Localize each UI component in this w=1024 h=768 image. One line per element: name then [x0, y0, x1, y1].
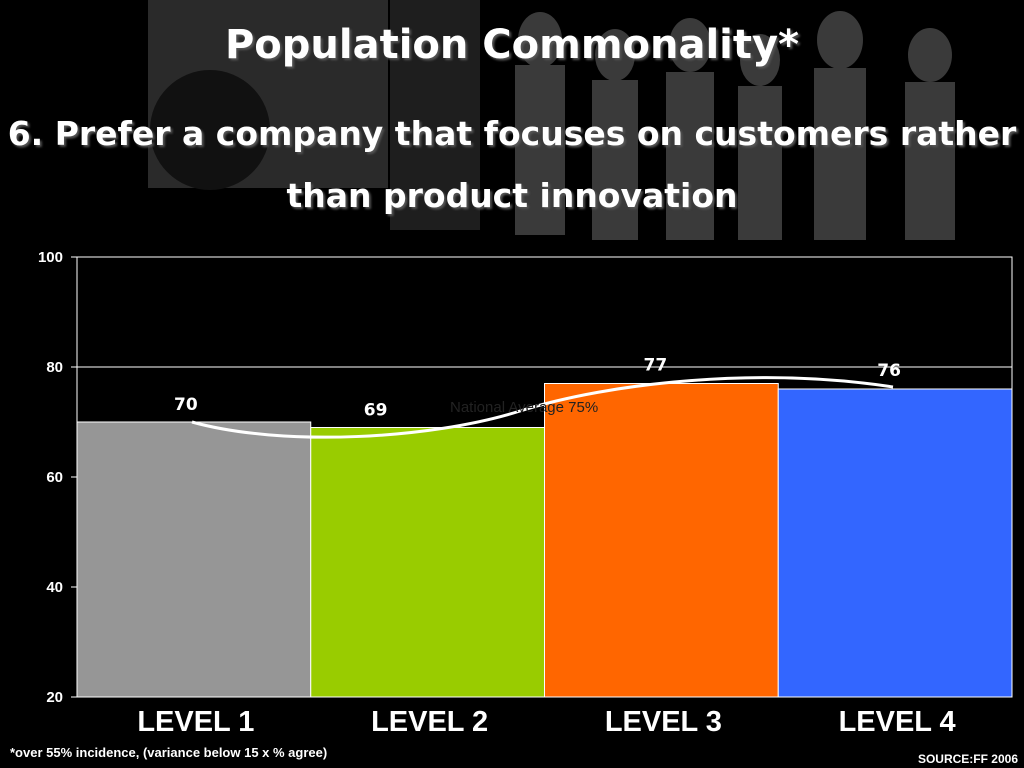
bar-3	[544, 383, 779, 698]
slide-subtitle: 6. Prefer a company that focuses on cust…	[7, 114, 1017, 215]
category-label: LEVEL 1	[137, 706, 254, 738]
y-tick-label: 20	[46, 689, 63, 706]
value-label: 70	[174, 395, 198, 415]
y-tick-label: 80	[46, 359, 63, 376]
value-label: 76	[877, 361, 901, 381]
category-label: LEVEL 4	[839, 706, 956, 738]
bar-2	[310, 427, 545, 698]
footnote: *over 55% incidence, (variance below 15 …	[10, 745, 328, 760]
y-tick-label: 100	[38, 249, 63, 266]
value-label: 69	[364, 401, 388, 421]
bar-4	[777, 388, 1013, 698]
slide-title: Population Commonality*	[224, 22, 799, 68]
value-label: 77	[644, 356, 668, 376]
y-tick-label: 40	[46, 579, 63, 596]
source-note: SOURCE:FF 2006	[917, 752, 1018, 766]
national-average-annotation: National Average 75%	[450, 399, 598, 416]
trend-curve	[191, 376, 894, 439]
category-label: LEVEL 3	[605, 706, 722, 738]
bar-1	[76, 421, 312, 698]
category-label: LEVEL 2	[371, 706, 488, 738]
y-tick-label: 60	[46, 469, 63, 486]
